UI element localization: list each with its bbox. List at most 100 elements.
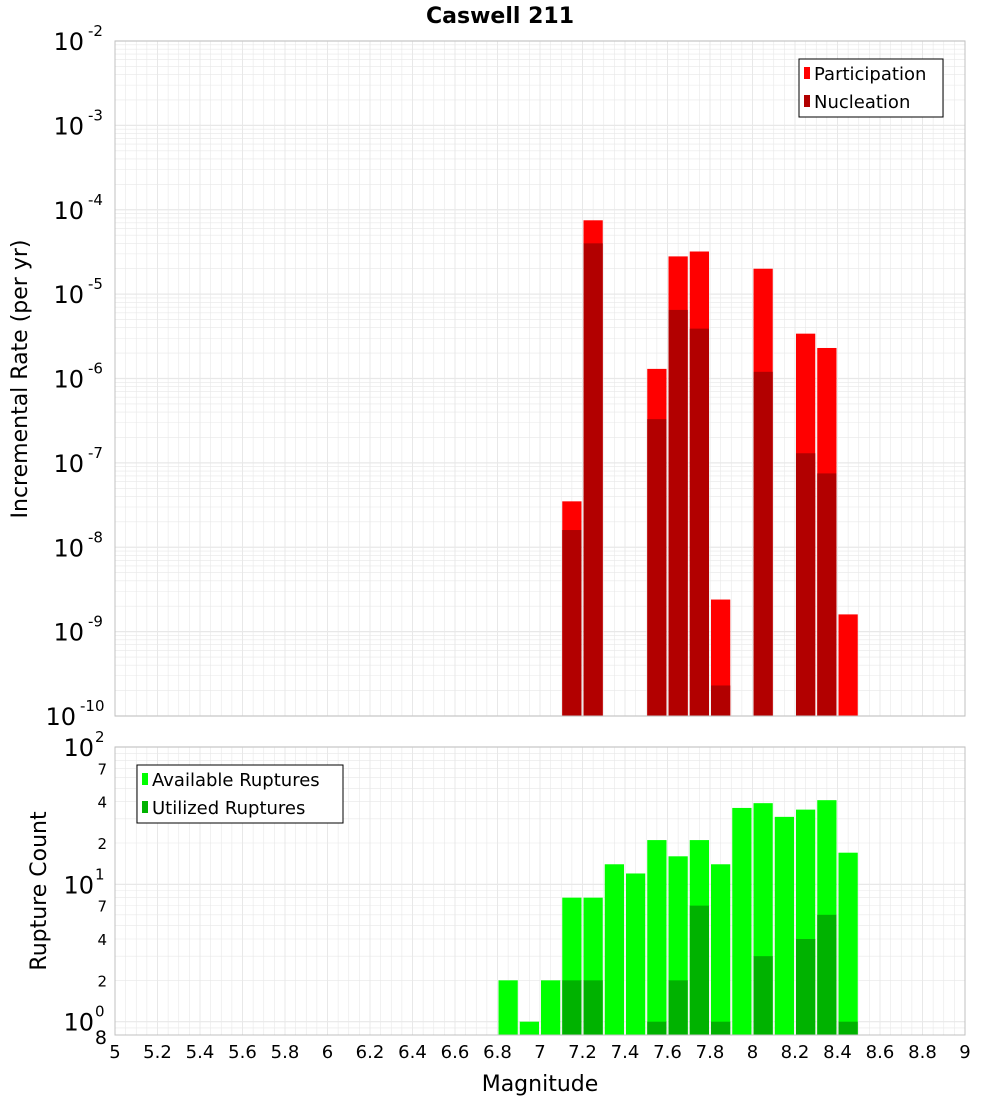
rate-y-tick-exponent: -10 bbox=[80, 697, 105, 715]
utilized-ruptures-bar bbox=[838, 1021, 858, 1035]
x-tick-label: 7.8 bbox=[696, 1042, 725, 1063]
utilized-ruptures-bar bbox=[711, 1021, 731, 1035]
count-y-minor-tick-label: 4 bbox=[97, 794, 107, 812]
utilized-ruptures-bar bbox=[817, 914, 837, 1035]
rate-y-tick-exponent: -3 bbox=[88, 106, 103, 124]
x-tick-label: 7.2 bbox=[568, 1042, 597, 1063]
available-ruptures-bar bbox=[604, 864, 624, 1035]
rate-y-tick-exponent: -5 bbox=[88, 275, 103, 293]
count-legend-label: Available Ruptures bbox=[152, 770, 320, 791]
x-tick-label: 6.4 bbox=[398, 1042, 427, 1063]
bottom-y-axis-label: Rupture Count bbox=[27, 811, 52, 971]
x-tick-label: 7.6 bbox=[653, 1042, 682, 1063]
nucleation-bar bbox=[647, 419, 667, 716]
x-tick-label: 5.8 bbox=[271, 1042, 300, 1063]
nucleation-bar bbox=[817, 473, 837, 716]
x-tick-label: 7 bbox=[534, 1042, 545, 1063]
utilized-ruptures-bar bbox=[668, 980, 688, 1035]
available-ruptures-bar bbox=[711, 864, 731, 1035]
rate-y-tick-exponent: -8 bbox=[88, 528, 103, 546]
count-legend-swatch bbox=[142, 801, 148, 813]
rate-y-tick-exponent: -2 bbox=[88, 22, 103, 40]
rate-y-tick-label: 10 bbox=[53, 450, 84, 478]
rate-y-tick-exponent: -4 bbox=[88, 191, 103, 209]
count-legend-box bbox=[136, 764, 344, 824]
x-tick-label: 6.2 bbox=[356, 1042, 385, 1063]
participation-bar bbox=[838, 614, 858, 716]
rate-y-tick-label: 10 bbox=[45, 703, 76, 731]
rate-legend-swatch bbox=[804, 67, 810, 79]
available-ruptures-bar bbox=[498, 980, 518, 1035]
count-y-tick-exponent: 1 bbox=[95, 865, 105, 883]
count-y-tick-label: 10 bbox=[63, 1009, 94, 1037]
nucleation-bar bbox=[753, 371, 773, 716]
utilized-ruptures-bar bbox=[753, 956, 773, 1035]
available-ruptures-bar bbox=[647, 840, 667, 1035]
x-tick-label: 8.8 bbox=[908, 1042, 937, 1063]
x-tick-label: 8.4 bbox=[823, 1042, 852, 1063]
count-y-minor-tick-label: 4 bbox=[97, 931, 107, 949]
rate-legend-label: Nucleation bbox=[814, 92, 910, 113]
rate-y-tick-exponent: -9 bbox=[88, 613, 103, 631]
available-ruptures-bar bbox=[774, 816, 794, 1035]
rate-y-tick-label: 10 bbox=[53, 619, 84, 647]
count-plot-frame bbox=[114, 746, 966, 1036]
rate-y-tick-label: 10 bbox=[53, 197, 84, 225]
available-ruptures-bar bbox=[838, 852, 858, 1035]
x-tick-label: 5.6 bbox=[228, 1042, 257, 1063]
utilized-ruptures-bar bbox=[689, 905, 709, 1035]
nucleation-bar bbox=[796, 453, 816, 716]
x-tick-label: 6 bbox=[322, 1042, 333, 1063]
utilized-ruptures-bar bbox=[796, 939, 816, 1035]
rate-y-tick-label: 10 bbox=[53, 534, 84, 562]
rate-legend-box bbox=[798, 58, 944, 118]
rate-legend-swatch bbox=[804, 95, 810, 107]
x-tick-label: 8 bbox=[747, 1042, 758, 1063]
rate-y-tick-exponent: -6 bbox=[88, 360, 103, 378]
count-y-minor-tick-label: 7 bbox=[97, 898, 107, 916]
nucleation-bar bbox=[689, 328, 709, 716]
x-tick-label: 9 bbox=[959, 1042, 970, 1063]
rate-plot-frame bbox=[114, 40, 966, 717]
x-tick-label: 7.4 bbox=[611, 1042, 640, 1063]
x-tick-label: 5.2 bbox=[143, 1042, 172, 1063]
rate-y-tick-label: 10 bbox=[53, 28, 84, 56]
count-legend-label: Utilized Ruptures bbox=[152, 798, 305, 819]
x-tick-label: 6.8 bbox=[483, 1042, 512, 1063]
count-y-minor-tick-label: 8 bbox=[95, 1027, 107, 1049]
count-y-minor-tick-label: 2 bbox=[97, 972, 107, 990]
rate-y-tick-label: 10 bbox=[53, 281, 84, 309]
x-tick-label: 5 bbox=[109, 1042, 120, 1063]
nucleation-bar bbox=[668, 309, 688, 716]
count-y-tick-exponent: 0 bbox=[95, 1003, 105, 1021]
utilized-ruptures-bar bbox=[583, 980, 603, 1035]
top-y-axis-label: Incremental Rate (per yr) bbox=[8, 240, 33, 519]
count-y-tick-label: 10 bbox=[63, 734, 94, 762]
count-y-tick-exponent: 2 bbox=[95, 728, 105, 746]
rate-y-tick-exponent: -7 bbox=[88, 444, 103, 462]
count-y-minor-tick-label: 2 bbox=[97, 835, 107, 853]
x-tick-label: 8.2 bbox=[781, 1042, 810, 1063]
count-y-tick-label: 10 bbox=[63, 871, 94, 899]
count-legend-swatch bbox=[142, 773, 148, 785]
nucleation-bar bbox=[711, 685, 731, 716]
available-ruptures-bar bbox=[519, 1021, 539, 1035]
count-y-minor-tick-label: 7 bbox=[97, 760, 107, 778]
x-tick-label: 6.6 bbox=[441, 1042, 470, 1063]
utilized-ruptures-bar bbox=[647, 1021, 667, 1035]
x-axis-label: Magnitude bbox=[482, 1072, 599, 1097]
rate-y-tick-label: 10 bbox=[53, 112, 84, 140]
rate-y-tick-label: 10 bbox=[53, 366, 84, 394]
available-ruptures-bar bbox=[732, 807, 752, 1035]
rate-legend-label: Participation bbox=[814, 64, 926, 85]
chart-title: Caswell 211 bbox=[426, 4, 574, 29]
utilized-ruptures-bar bbox=[562, 980, 582, 1035]
rate-plot-area bbox=[114, 40, 966, 717]
x-tick-label: 5.4 bbox=[186, 1042, 215, 1063]
nucleation-bar bbox=[583, 243, 603, 717]
available-ruptures-bar bbox=[541, 980, 561, 1035]
nucleation-bar bbox=[562, 530, 582, 716]
x-tick-label: 8.6 bbox=[866, 1042, 895, 1063]
